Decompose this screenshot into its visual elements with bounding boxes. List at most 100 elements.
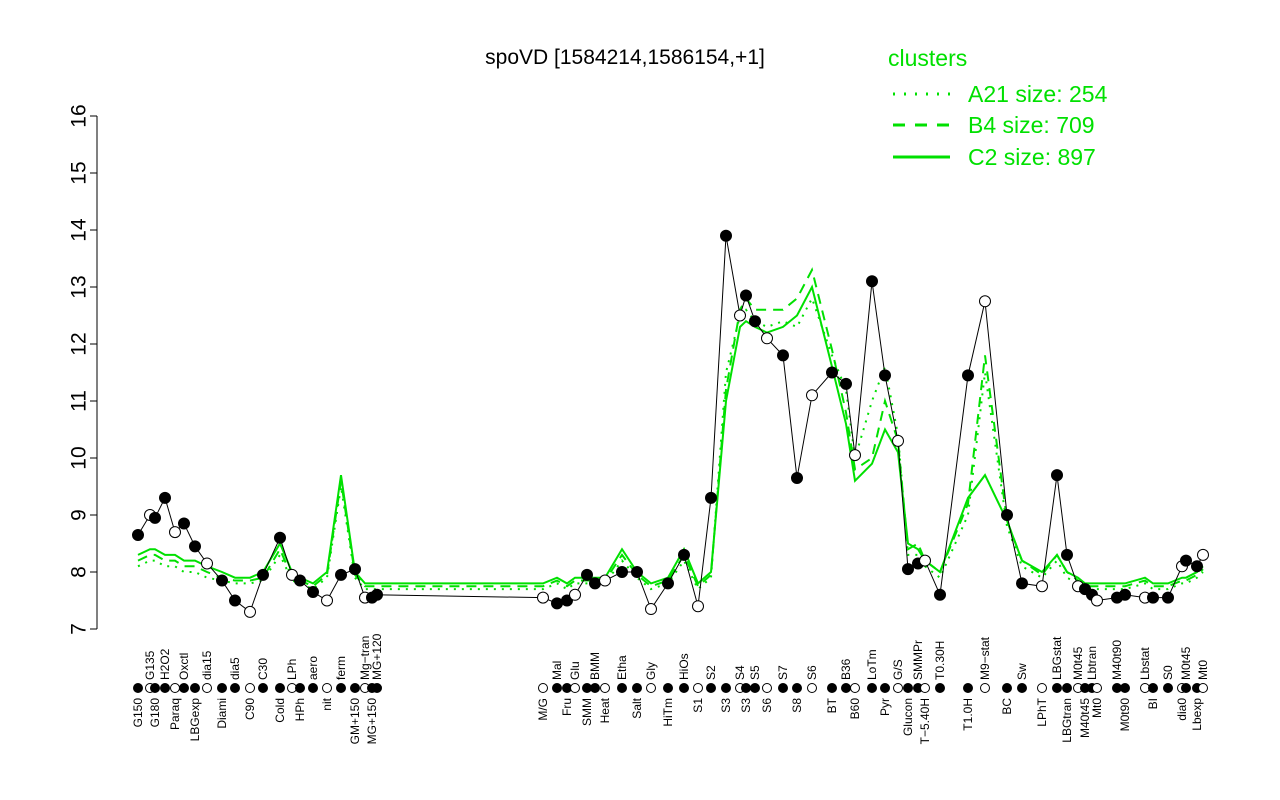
y-tick-label: 10 (68, 446, 91, 469)
axis-marker (841, 683, 851, 693)
x-tick-label: GM+150 (348, 698, 362, 745)
axis-marker (617, 683, 627, 693)
x-tick-label: M0t45 (1179, 646, 1193, 680)
legend-label-b4: B4 size: 709 (968, 112, 1095, 138)
data-point (216, 574, 228, 587)
x-tick-label: SMMPr (911, 640, 925, 680)
data-point (1051, 469, 1063, 482)
data-point (1119, 588, 1131, 601)
axis-marker (179, 683, 189, 693)
axis-marker (1198, 683, 1208, 693)
legend: clusters A21 size: 254 B4 size: 709 C2 s… (888, 45, 1108, 170)
x-tick-label: M40t45 (1078, 698, 1092, 738)
data-point (1016, 577, 1028, 590)
x-tick-label: LPh (285, 659, 299, 680)
data-point (1191, 560, 1203, 573)
axis-marker (590, 683, 600, 693)
data-point (169, 526, 181, 539)
axis-marker (372, 683, 382, 693)
x-tick-label: Lbexp (1190, 698, 1204, 731)
data-point (335, 568, 347, 581)
axis-marker (1037, 683, 1047, 693)
data-point (678, 548, 690, 561)
data-point (286, 568, 298, 581)
x-tick-label: dia0 (1175, 698, 1189, 721)
cluster-lines (137, 267, 1204, 591)
x-tick-label: Mal (550, 661, 564, 680)
axis-marker (1002, 683, 1012, 693)
expression-line (137, 235, 1204, 613)
axis-marker (133, 683, 143, 693)
axis-marker (980, 683, 990, 693)
axis-marker (741, 683, 751, 693)
x-tick-label: Pyr (878, 698, 892, 716)
x-tick-label: Fru (560, 698, 574, 716)
data-point (979, 295, 991, 308)
data-point (274, 531, 286, 544)
axis-marker (880, 683, 890, 693)
x-tick-label: MG+120 (370, 633, 384, 680)
x-tick-label: Glucon (901, 698, 915, 736)
axis-marker (1148, 683, 1158, 693)
axis-marker (920, 683, 930, 693)
axis-marker (336, 683, 346, 693)
x-tick-label: LBGexp (188, 698, 202, 742)
x-tick-label: T−5.40H (918, 698, 932, 744)
axis-marker (258, 683, 268, 693)
axis-marker (170, 683, 180, 693)
data-point (244, 605, 256, 618)
x-tick-label: Oxctl (177, 653, 191, 680)
x-tick-label: S6 (805, 665, 819, 680)
x-tick-label: LPhT (1035, 697, 1049, 726)
data-point (761, 332, 773, 345)
axis-marker (807, 683, 817, 693)
data-point (371, 588, 383, 601)
axis-marker (778, 683, 788, 693)
x-tick-label: S1 (691, 698, 705, 713)
data-point (740, 289, 752, 302)
data-point (806, 389, 818, 402)
x-tick-label: LoTm (865, 649, 879, 680)
y-tick-label: 9 (68, 509, 91, 521)
axis-marker (322, 683, 332, 693)
axis-marker (1062, 683, 1072, 693)
axis-marker (663, 683, 673, 693)
axis-marker (632, 683, 642, 693)
axis-marker (150, 683, 160, 693)
axis-marker (245, 683, 255, 693)
axis-marker (190, 683, 200, 693)
data-point (692, 600, 704, 613)
x-tick-label: C30 (256, 658, 270, 680)
x-tick-label: nit (320, 697, 334, 710)
y-tick-label: 14 (68, 218, 91, 242)
data-point (569, 588, 581, 601)
axis-marker (679, 683, 689, 693)
data-point (616, 566, 628, 578)
data-point (705, 491, 717, 504)
axis-marker (1017, 683, 1027, 693)
axis-marker (1052, 683, 1062, 693)
x-tick-label: LBGtran (1060, 698, 1074, 743)
data-point (321, 594, 333, 607)
data-point (1180, 554, 1192, 567)
x-tick-label: H2O2 (158, 648, 172, 680)
data-point (840, 377, 852, 390)
axis-marker (1120, 683, 1130, 693)
axis-marker (308, 683, 318, 693)
x-tick-label: S8 (790, 698, 804, 713)
data-line (137, 235, 1204, 613)
x-tick-label: Glu (568, 661, 582, 680)
x-tick-label: M/G (536, 698, 550, 721)
cluster-line-dashed (137, 267, 1204, 588)
x-tick-label: S3 (739, 698, 753, 713)
x-tick-label: SMM (580, 698, 594, 726)
axis-marker (570, 683, 580, 693)
data-point (589, 577, 601, 590)
data-point (734, 309, 746, 322)
x-axis-labels: G150 G135 G180 H2O2 Paraq Oxctl LBGexp dia15 Dia… (131, 633, 1210, 744)
data-point (307, 585, 319, 598)
data-point (892, 434, 904, 447)
y-tick-label: 11 (68, 390, 91, 412)
